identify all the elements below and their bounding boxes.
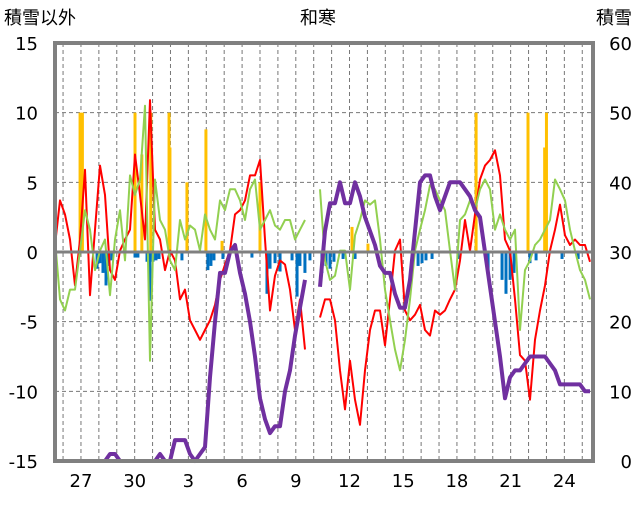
blue-bar bbox=[324, 252, 328, 266]
blue-bar bbox=[104, 252, 108, 286]
blue-bar bbox=[295, 252, 299, 297]
blue-bar bbox=[148, 252, 152, 301]
series-line-green bbox=[54, 104, 591, 372]
blue-bar bbox=[133, 252, 137, 258]
right-tick-label: 30 bbox=[609, 243, 632, 264]
orange-bar bbox=[220, 240, 224, 252]
left-tick-label: -10 bbox=[9, 382, 38, 403]
blue-bar bbox=[268, 252, 272, 269]
x-tick-label: 24 bbox=[553, 471, 576, 492]
blue-bar bbox=[504, 252, 508, 294]
orange-bar bbox=[133, 112, 137, 253]
blue-bar bbox=[508, 252, 512, 280]
blue-bar bbox=[353, 252, 357, 259]
blue-bar bbox=[273, 252, 277, 264]
blue-bar bbox=[424, 252, 428, 261]
blue-bar bbox=[206, 252, 210, 271]
blue-bar bbox=[154, 252, 158, 261]
left-tick-label: -15 bbox=[9, 452, 38, 473]
blue-bar bbox=[500, 252, 504, 280]
left-axis-title: 積雪以外 bbox=[4, 8, 76, 29]
left-tick-label: 15 bbox=[15, 34, 38, 55]
blue-bar bbox=[110, 252, 114, 261]
orange-bar bbox=[350, 226, 354, 252]
blue-bar bbox=[290, 252, 294, 261]
axes: -15 -10 -5 0 5 10 15 0 10 20 30 40 50 60 27 30 3 6 9 12 15 18… bbox=[9, 34, 632, 492]
x-tick-label: 21 bbox=[499, 471, 522, 492]
left-tick-label: 5 bbox=[27, 173, 38, 194]
chart-title: 和寒 bbox=[300, 8, 336, 29]
blue-bar bbox=[328, 252, 332, 269]
right-axis-title: 積雪 bbox=[596, 8, 632, 29]
orange-bar bbox=[366, 243, 370, 252]
orange-bar bbox=[543, 147, 547, 252]
blue-bar bbox=[98, 252, 102, 264]
x-tick-label: 30 bbox=[123, 471, 146, 492]
blue-bar bbox=[420, 252, 424, 264]
blue-bar bbox=[308, 252, 312, 261]
orange-bar bbox=[526, 112, 530, 253]
right-tick-label: 40 bbox=[609, 173, 632, 194]
orange-bar bbox=[149, 112, 153, 253]
blue-bar bbox=[560, 252, 564, 259]
orange-bar bbox=[185, 182, 189, 252]
blue-bar bbox=[101, 252, 105, 273]
blue-bar bbox=[303, 252, 307, 273]
orange-bar bbox=[80, 112, 84, 253]
right-tick-label: 60 bbox=[609, 34, 632, 55]
blue-bar bbox=[250, 252, 254, 258]
orange-bar bbox=[204, 129, 208, 252]
orange-bar bbox=[168, 147, 172, 252]
blue-bar bbox=[512, 252, 516, 273]
blue-bar bbox=[341, 252, 345, 259]
right-tick-label: 10 bbox=[609, 382, 632, 403]
lines bbox=[54, 99, 591, 463]
orange-bar bbox=[78, 112, 82, 253]
x-tick-label: 18 bbox=[445, 471, 468, 492]
blue-bar bbox=[298, 252, 302, 266]
blue-bar bbox=[332, 252, 336, 262]
orange-bar bbox=[474, 112, 478, 253]
x-tick-label: 12 bbox=[338, 471, 361, 492]
right-tick-label: 20 bbox=[609, 313, 632, 334]
blue-bar bbox=[221, 252, 225, 259]
blue-bar bbox=[157, 252, 161, 259]
blue-bar bbox=[430, 252, 434, 259]
left-tick-label: -5 bbox=[20, 313, 38, 334]
plot-frame bbox=[53, 41, 595, 463]
left-tick-label: 10 bbox=[15, 104, 38, 125]
right-tick-label: 0 bbox=[621, 452, 632, 473]
blue-bar bbox=[576, 252, 580, 259]
x-tick-label: 3 bbox=[183, 471, 194, 492]
blue-bar bbox=[180, 252, 184, 261]
x-tick-label: 27 bbox=[70, 471, 93, 492]
blue-bar bbox=[212, 252, 216, 261]
x-tick-label: 9 bbox=[290, 471, 301, 492]
right-tick-label: 50 bbox=[609, 104, 632, 125]
blue-bar bbox=[209, 252, 213, 266]
left-tick-label: 0 bbox=[27, 243, 38, 264]
blue-bar bbox=[136, 252, 140, 258]
orange-bar bbox=[544, 112, 548, 253]
blue-bar bbox=[416, 252, 420, 266]
blue-bar bbox=[534, 252, 538, 261]
x-tick-label: 15 bbox=[392, 471, 415, 492]
orange-bar bbox=[258, 182, 262, 252]
x-tick-label: 6 bbox=[236, 471, 247, 492]
